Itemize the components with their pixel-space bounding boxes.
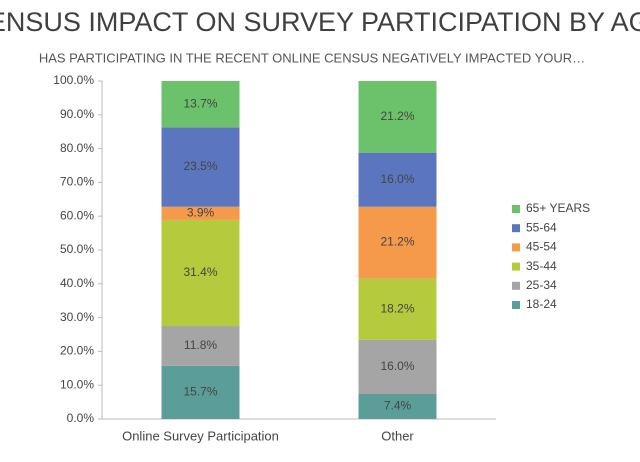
bar-segment — [358, 393, 437, 419]
legend-label: 65+ YEARS — [526, 201, 590, 215]
y-tick-label: 80.0% — [60, 141, 94, 155]
bar-segment — [358, 152, 437, 207]
legend-swatch — [512, 243, 520, 252]
bar-segment — [161, 326, 240, 366]
y-tick-label: 90.0% — [60, 107, 94, 121]
legend-label: 55-64 — [526, 220, 557, 234]
legend-label: 18-24 — [526, 297, 557, 311]
legend-swatch — [512, 281, 520, 290]
y-tick-label: 20.0% — [60, 344, 94, 358]
bar-segment — [161, 206, 240, 220]
bar-segment — [358, 81, 437, 153]
value-label: 11.8% — [184, 338, 217, 352]
y-tick-label: 10.0% — [60, 377, 94, 391]
y-tick-label: 40.0% — [60, 276, 94, 290]
value-label: 13.7% — [183, 96, 217, 110]
bar-segment — [358, 339, 437, 394]
bar-segment — [161, 365, 240, 419]
y-tick-label: 30.0% — [60, 310, 94, 324]
chart-title: CENSUS IMPACT ON SURVEY PARTICIPATION BY… — [0, 7, 640, 37]
legend-label: 45-54 — [526, 240, 557, 254]
chart-subtitle: HAS PARTICIPATING IN THE RECENT ONLINE C… — [39, 50, 585, 65]
legend-swatch — [512, 262, 520, 271]
value-label: 18.2% — [380, 301, 414, 315]
value-label: 3.9% — [187, 205, 215, 219]
y-tick-label: 50.0% — [60, 242, 94, 256]
legend-label: 35-44 — [526, 259, 557, 273]
legend-swatch — [512, 224, 520, 233]
value-label: 16.0% — [380, 359, 414, 373]
value-label: 31.4% — [183, 265, 217, 279]
bar-segment — [161, 127, 240, 207]
value-label: 15.7% — [183, 385, 217, 399]
bar-segment — [161, 219, 240, 327]
y-tick-label: 60.0% — [60, 208, 94, 222]
bar-segment — [358, 206, 437, 279]
value-label: 16.0% — [380, 172, 414, 186]
value-label: 23.5% — [183, 159, 217, 173]
value-label: 21.2% — [380, 235, 414, 249]
legend-swatch — [512, 205, 520, 213]
bar-segment — [358, 278, 437, 340]
value-label: 21.2% — [380, 109, 414, 123]
legend-swatch — [512, 301, 520, 309]
x-tick-label: Online Survey Participation — [122, 428, 279, 443]
bar-segment — [161, 81, 240, 128]
value-label: 7.4% — [384, 399, 412, 413]
x-tick-label: Other — [381, 428, 414, 443]
y-tick-label: 0.0% — [67, 411, 95, 425]
y-tick-label: 70.0% — [60, 175, 94, 189]
y-tick-label: 100.0% — [53, 73, 94, 87]
legend-label: 25-34 — [526, 278, 557, 292]
